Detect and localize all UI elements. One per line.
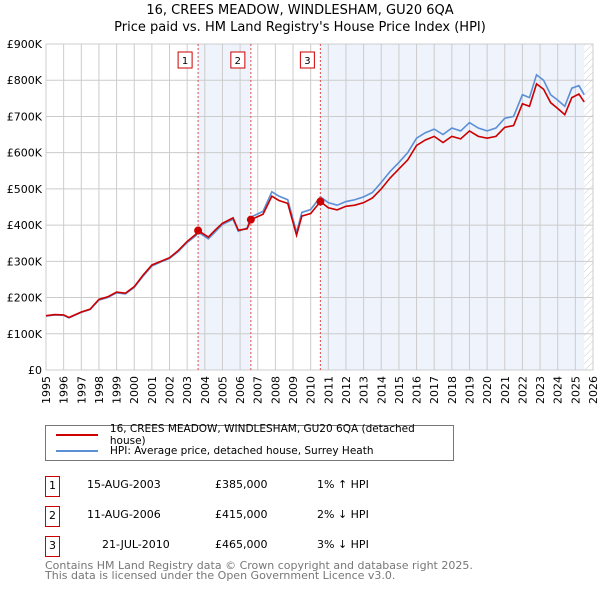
x-tick-label: 2020: [481, 376, 494, 404]
x-tick-label: 2014: [375, 376, 388, 404]
transaction-marker: 3: [45, 536, 60, 557]
transaction-price: £465,000: [215, 538, 268, 551]
transaction-marker: 2: [45, 506, 60, 527]
transaction-date: 15-AUG-2003: [87, 478, 161, 491]
legend-property: 16, CREES MEADOW, WINDLESHAM, GU20 6QA (…: [109, 423, 415, 447]
y-tick-label: £800K: [7, 74, 43, 87]
y-tick-label: £200K: [7, 292, 43, 305]
footer-licence: This data is licensed under the Open Gov…: [45, 569, 396, 582]
x-tick-label: 2024: [552, 376, 565, 404]
sale-point: [246, 215, 255, 224]
x-tick-label: 2009: [287, 376, 300, 404]
x-tick-label: 2023: [534, 376, 547, 404]
transaction-marker: 1: [45, 476, 60, 497]
price-paid-line: [45, 82, 585, 319]
x-tick-label: 2025: [569, 376, 582, 404]
y-tick-label: £500K: [7, 183, 43, 196]
chart-subtitle: Price paid vs. HM Land Registry's House …: [114, 20, 486, 35]
x-tick-label: 2012: [340, 376, 353, 404]
chart-title: 16, CREES MEADOW, WINDLESHAM, GU20 6QA: [146, 3, 454, 18]
x-tick-label: 2001: [146, 376, 159, 404]
sale-label: 1: [182, 56, 188, 67]
sale-label-box: [177, 51, 193, 69]
transaction-price: £415,000: [215, 508, 268, 521]
x-tick-label: 2004: [199, 376, 212, 404]
transaction-hpi: 1% ↑ HPI: [317, 478, 369, 491]
x-tick-label: 1998: [93, 376, 106, 404]
footer: Contains HM Land Registry data © Crown c…: [45, 559, 473, 582]
x-tick-label: 2026: [587, 376, 600, 404]
y-tick-label: £900K: [7, 38, 43, 51]
y-tick-label: £300K: [7, 255, 43, 268]
sale-point: [194, 226, 203, 235]
legend-blue-line: [56, 450, 98, 452]
x-tick-label: 2010: [305, 376, 318, 404]
x-tick-label: 2000: [128, 376, 141, 404]
x-tick-label: 1995: [40, 376, 53, 404]
x-tick-label: 2008: [269, 376, 282, 404]
x-tick-label: 2007: [252, 376, 265, 404]
x-tick-label: 2013: [358, 376, 371, 404]
shaded-period-1: [198, 44, 251, 370]
x-tick-label: 2003: [181, 376, 194, 404]
plot-border: [45, 43, 594, 371]
sale-point: [316, 197, 325, 206]
x-tick-label: 2005: [216, 376, 229, 404]
sale-label-box: [299, 51, 315, 69]
y-tick-label: £0: [28, 364, 42, 377]
transaction-hpi: 3% ↓ HPI: [317, 538, 369, 551]
y-tick-label: £400K: [7, 219, 43, 232]
transaction-hpi: 2% ↓ HPI: [317, 508, 369, 521]
footer-copyright: Contains HM Land Registry data © Crown c…: [45, 559, 473, 572]
x-tick-label: 2006: [234, 376, 247, 404]
sale-label: 3: [304, 56, 310, 67]
legend-red-line: [56, 434, 98, 436]
y-tick-label: £100K: [7, 328, 43, 341]
x-tick-label: 2015: [393, 376, 406, 404]
sale-label-box: [230, 51, 246, 69]
transaction-price: £385,000: [215, 478, 268, 491]
transaction-date: 11-AUG-2006: [87, 508, 161, 521]
x-tick-label: 1997: [75, 376, 88, 404]
transaction-date: 21-JUL-2010: [102, 538, 170, 551]
projection-hatch: [584, 44, 593, 370]
legend: 16, CREES MEADOW, WINDLESHAM, GU20 6QA (…: [45, 423, 454, 461]
x-tick-label: 2022: [516, 376, 529, 404]
x-tick-label: 2002: [164, 376, 177, 404]
x-tick-label: 2021: [499, 376, 512, 404]
x-tick-label: 2011: [322, 376, 335, 404]
y-tick-label: £600K: [7, 147, 43, 160]
x-tick-label: 1996: [58, 376, 71, 404]
legend-hpi: HPI: Average price, detached house, Surr…: [110, 445, 374, 457]
x-tick-label: 2016: [411, 376, 424, 404]
x-tick-label: 2018: [446, 376, 459, 404]
x-tick-label: 1999: [111, 376, 124, 404]
sale-label: 2: [235, 56, 241, 67]
x-tick-label: 2017: [428, 376, 441, 404]
x-tick-label: 2019: [463, 376, 476, 404]
y-tick-label: £700K: [7, 110, 43, 123]
price-chart: 1995 1996 1997 1998 1999 2000 2001 2002 2003 2004…: [7, 38, 600, 404]
